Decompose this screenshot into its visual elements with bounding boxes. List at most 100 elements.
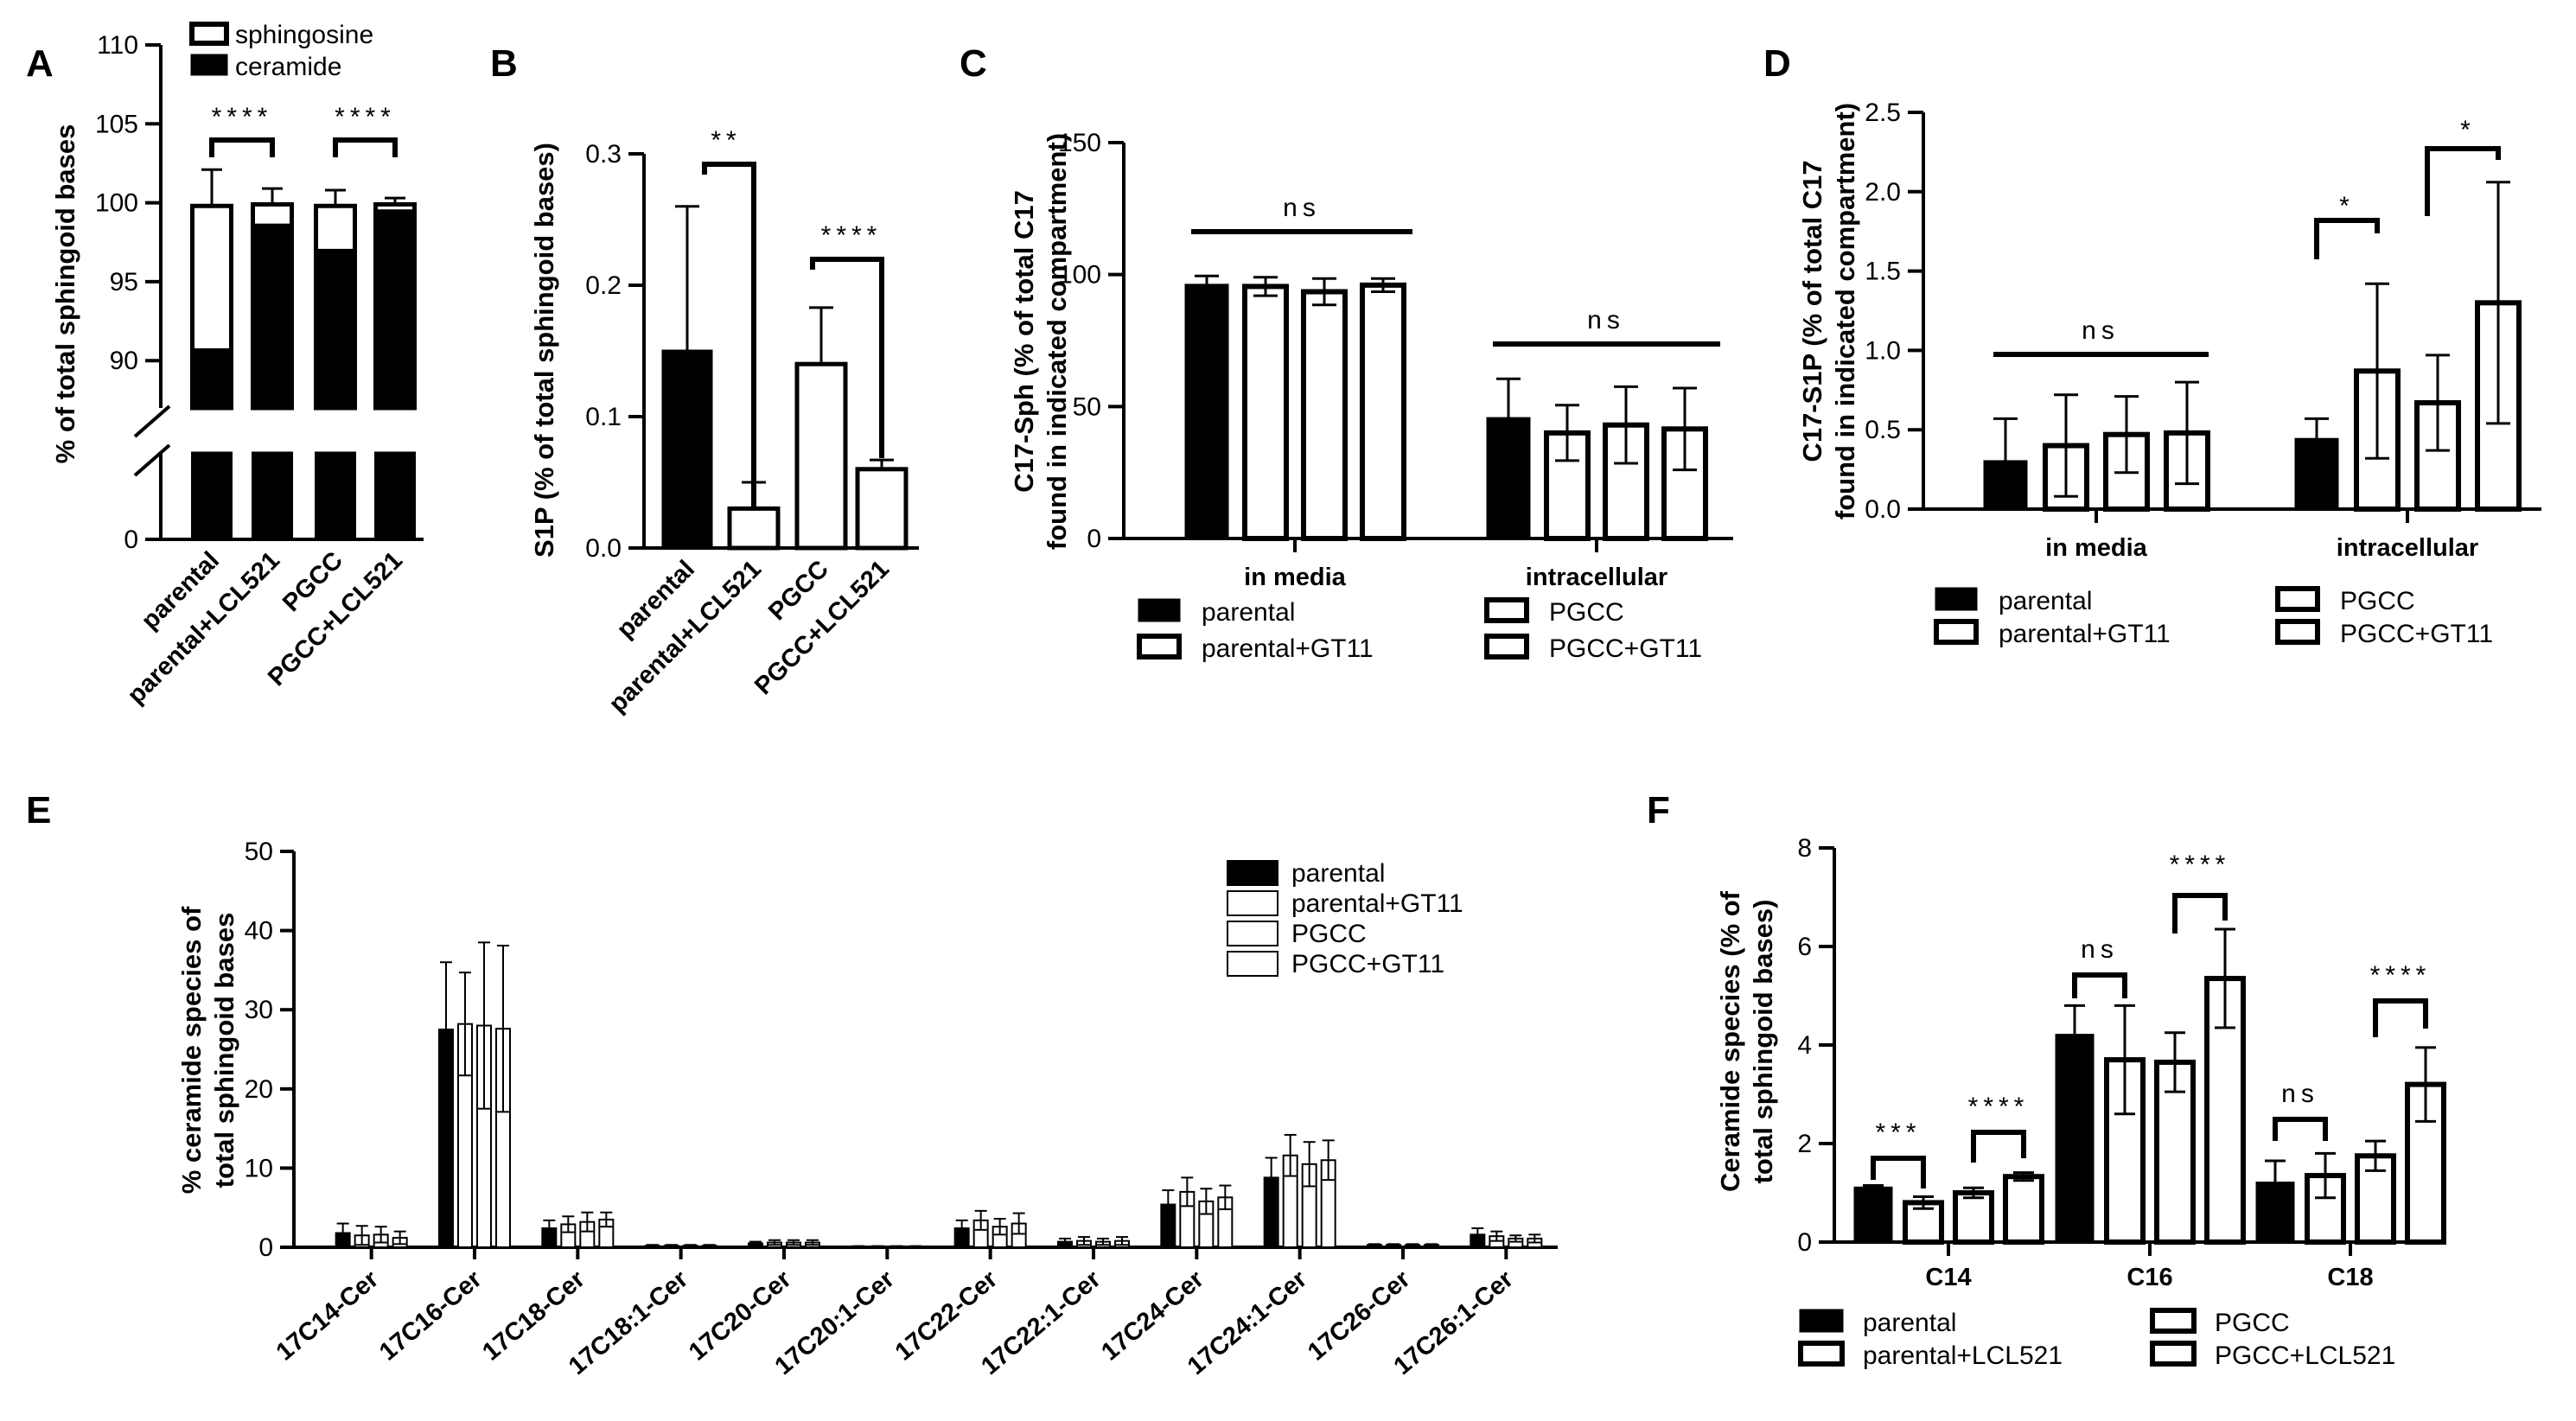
panelC-y-label: C17-Sph (% of total C17found in indicate… (1009, 133, 1072, 550)
panelF-y-tick-label: 4 (1797, 1031, 1812, 1060)
panelE-legend-label: PGCC+GT11 (1291, 950, 1444, 978)
panelF-group-label: C16 (2126, 1264, 2172, 1291)
panelF-legend-swatch (2150, 1308, 2197, 1334)
panelF-y-label: Ceramide species (% oftotal sphingoid ba… (1715, 890, 1778, 1192)
panelA-y-tick-label: 110 (97, 31, 138, 60)
panelF-significance-bracket (2373, 998, 2428, 1037)
panelA-legend-label-ceramide: ceramide (235, 53, 341, 81)
panelE-y-tick-label: 10 (245, 1154, 273, 1182)
panelD-group-label: intracellular (2337, 534, 2478, 562)
panelF-legend-label: PGCC (2215, 1309, 2290, 1337)
panelF-legend-label: PGCC+LCL521 (2215, 1341, 2395, 1370)
panelE-x-label: 17C14-Cer (271, 1265, 384, 1367)
panelA-legend-swatch-sphingosine (189, 22, 229, 46)
panelE-y-tick-label: 40 (245, 917, 273, 946)
panelE-legend-label: parental+GT11 (1291, 889, 1463, 918)
panelA-significance-label: **** (212, 103, 273, 131)
panelF-legend-label: parental (1863, 1309, 1956, 1337)
panelB-bar (661, 349, 713, 550)
panelB-y-tick-label: 0.1 (585, 403, 622, 431)
panelF-group-label: C18 (2327, 1264, 2373, 1291)
panelA-y-tick-label: 100 (95, 189, 138, 218)
ylabel-line: found in indicated compartment) (1830, 103, 1860, 519)
panel-label-F: F (1647, 789, 1670, 832)
panelD-significance-bracket (2425, 146, 2501, 216)
panelA-y-label: % of total sphingoid bases (50, 124, 80, 464)
panelD-significance-label: * (2460, 116, 2476, 144)
panelF-significance-label: **** (2370, 961, 2432, 990)
panelF-y-tick-label: 2 (1797, 1130, 1812, 1158)
panelE-y-tick-label: 50 (245, 838, 273, 866)
panelC-bar (1360, 282, 1406, 541)
panelD-y-label: C17-S1P (% of total C17found in indicate… (1797, 103, 1860, 519)
panelA-y-tick-label: 105 (95, 110, 138, 138)
panelC-legend-label: PGCC+GT11 (1549, 634, 1702, 663)
panelC-bar (1301, 289, 1348, 541)
panelA-significance-bracket (209, 137, 275, 157)
panelB-significance-label: **** (821, 221, 883, 250)
panelE-legend-swatch (1227, 890, 1278, 916)
panelB-bar (794, 361, 848, 551)
panelF-bar (1953, 1190, 1994, 1245)
ylabel-line: total sphingoid bases) (1748, 900, 1778, 1184)
panelC-y-tick-label: 150 (1058, 129, 1101, 157)
panelF-legend-label: parental+LCL521 (1863, 1341, 2063, 1370)
panelE-legend-swatch (1227, 860, 1278, 886)
panelD-legend-swatch (2275, 586, 2320, 612)
panelD-y-tick-label: 0.5 (1865, 416, 1901, 444)
panelA-y-tick-label: 95 (110, 268, 138, 296)
ylabel-line: C17-Sph (% of total C17 (1009, 190, 1039, 493)
panelC-legend-swatch (1484, 634, 1529, 660)
panelE-legend-label: PGCC (1291, 920, 1367, 948)
panelA-bar-lower (374, 451, 416, 541)
panelB-significance-bracket (810, 257, 884, 458)
panelD-y-tick-label: 1.5 (1865, 258, 1901, 286)
panelC-significance-label: ns (1587, 306, 1625, 335)
panelA-axis-break (133, 405, 171, 438)
panel-label-D: D (1763, 42, 1791, 85)
panelF-y-tick-label: 8 (1797, 834, 1812, 863)
panelF-legend-swatch (1799, 1309, 1844, 1333)
panelF-significance-label: *** (1875, 1118, 1921, 1147)
panelC-legend-swatch (1138, 598, 1181, 622)
panelB-y-tick-label: 0.0 (585, 534, 622, 563)
panelB-y-tick-label: 0.2 (585, 271, 622, 300)
panel-label-A: A (26, 42, 54, 85)
panelF-bar (2055, 1034, 2095, 1244)
panel-label-E: E (26, 789, 51, 832)
panelA-bar-lower (315, 451, 356, 541)
panelE-y-tick-label: 30 (245, 996, 273, 1024)
panelD-legend-label: PGCC (2340, 587, 2415, 615)
panel-label-C: C (960, 42, 987, 85)
panelE-legend-swatch (1227, 951, 1278, 977)
panelF-bar (2003, 1174, 2044, 1245)
panelF-significance-bracket (1971, 1130, 2026, 1163)
ylabel-line: S1P (% of total sphingoid bases) (529, 143, 559, 558)
panelA-significance-bracket (333, 137, 398, 157)
panelF-significance-bracket (2072, 972, 2127, 998)
panelE-y-tick-label: 0 (258, 1233, 273, 1262)
panelB-y-tick-label: 0.3 (585, 140, 622, 169)
panelC-y-tick-label: 0 (1087, 525, 1101, 553)
ylabel-line: % ceramide species of (176, 906, 207, 1194)
panelB-y-label: S1P (% of total sphingoid bases) (529, 143, 559, 558)
panelD-legend-label: PGCC+GT11 (2340, 620, 2493, 648)
panelA-legend-swatch-ceramide (190, 54, 228, 76)
panelB-significance-label: ** (711, 126, 741, 155)
ylabel-line: found in indicated compartment) (1042, 133, 1072, 550)
panelF-significance-label: ns (2081, 935, 2119, 964)
panelF-significance-label: ns (2281, 1080, 2319, 1108)
panelD-significance-label: * (2339, 192, 2355, 220)
panelF-significance-label: **** (2170, 851, 2231, 879)
ylabel-line: C17-S1P (% of total C17 (1797, 160, 1827, 462)
panelF-legend-swatch (2150, 1341, 2197, 1367)
panelC-legend-label: parental+GT11 (1202, 634, 1374, 663)
panelA-y-tick-label: 90 (110, 347, 138, 375)
panelF-bar (2255, 1182, 2295, 1244)
panelD-significance-bracket (2314, 218, 2380, 259)
panel-label-B: B (490, 42, 518, 85)
panelC-bar (1184, 284, 1229, 540)
panelA-y-tick-label: 0 (124, 526, 138, 554)
panelF-bar (1853, 1186, 1893, 1244)
panelF-significance-bracket (2273, 1117, 2328, 1141)
